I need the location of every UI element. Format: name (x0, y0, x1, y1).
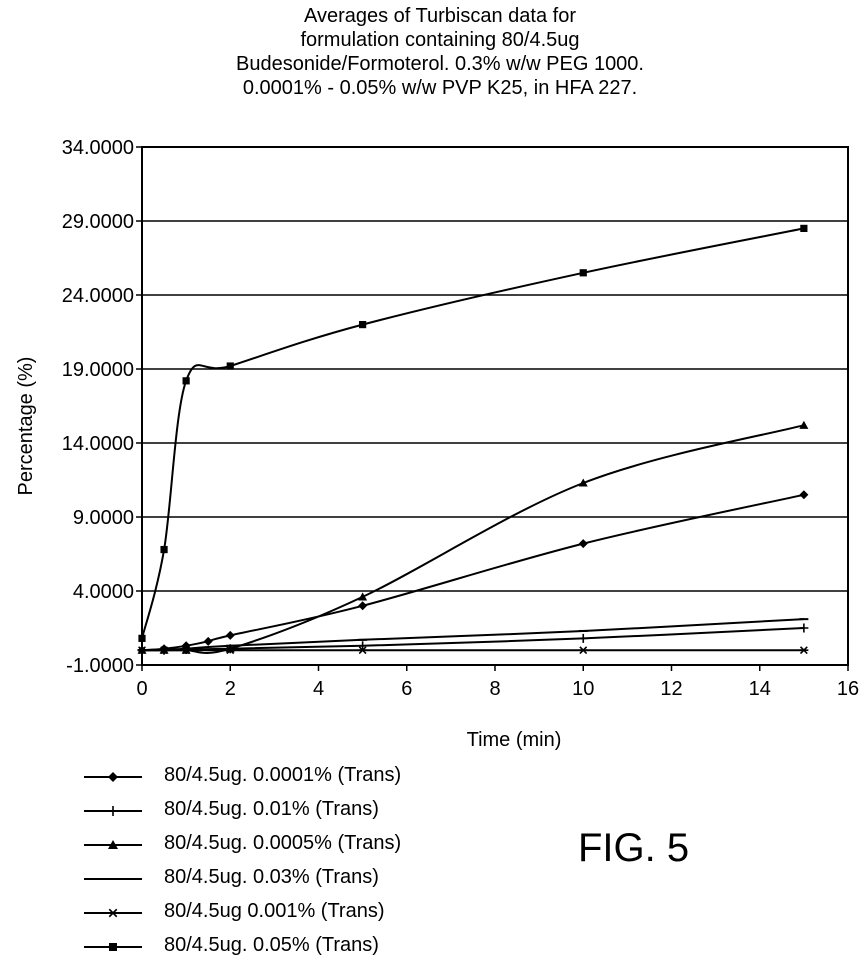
x-tick-label: 4 (313, 678, 324, 700)
legend: 80/4.5ug. 0.0001% (Trans) 80/4.5ug. 0.01%… (78, 760, 538, 964)
data-point (358, 592, 368, 601)
data-point (108, 806, 118, 816)
data-point (108, 908, 118, 918)
chart-title-line-3: Budesonide/Formoterol. 0.3% w/w PEG 1000… (236, 53, 644, 75)
data-point (160, 545, 168, 554)
y-tick-label: 4.0000 (73, 581, 134, 603)
x-tick-label: 12 (660, 678, 682, 700)
y-tick-label: 34.0000 (62, 137, 134, 159)
legend-label: 80/4.5ug. 0.05% (Trans) (164, 934, 379, 956)
axes-layer: -1.0000 4.0000 9.0000 14.0000 19.0000 24.0000… (62, 137, 859, 700)
data-point (181, 646, 191, 655)
x-tick-label: 2 (225, 678, 236, 700)
legend-marker (84, 943, 142, 951)
data-point (159, 646, 169, 655)
chart-title-line-2: formulation containing 80/4.5ug (300, 29, 580, 51)
legend-item: 80/4.5ug. 0.03% (Trans) (78, 862, 538, 896)
legend-item: 80/4.5ug. 0.05% (Trans) (78, 930, 538, 964)
legend-marker (84, 772, 142, 782)
x-tick-label: 6 (401, 678, 412, 700)
x-tick-label: 14 (749, 678, 771, 700)
data-point (578, 539, 588, 549)
data-point (358, 646, 368, 655)
y-axis-title: Percentage (%) (15, 357, 37, 496)
data-point (226, 362, 234, 370)
legend-label: 80/4.5ug 0.001% (Trans) (164, 900, 385, 922)
series-line (141, 424, 805, 655)
data-point (800, 224, 808, 232)
data-point (108, 772, 118, 782)
data-point (359, 321, 367, 329)
legend-label: 80/4.5ug. 0.0001% (Trans) (164, 764, 402, 786)
series-diamond (137, 490, 809, 655)
data-point (579, 269, 587, 277)
legend-label: 80/4.5ug. 0.01% (Trans) (164, 798, 379, 820)
legend-item: 80/4.5ug. 0.01% (Trans) (78, 794, 538, 828)
legend-item: 80/4.5ug. 0.0005% (Trans) (78, 828, 538, 862)
x-tick-label: 10 (572, 678, 594, 700)
series-layer (137, 224, 809, 655)
data-point (225, 630, 235, 640)
legend-marker (84, 908, 142, 918)
x-axis-title: Time (min) (467, 729, 562, 751)
y-tick-label: 24.0000 (62, 285, 134, 307)
plot-area-frame (141, 146, 849, 666)
y-tick-label: 9.0000 (73, 507, 134, 529)
y-tick-label: 29.0000 (62, 211, 134, 233)
data-point (182, 377, 190, 385)
x-tick-label: 0 (136, 678, 147, 700)
series-line (141, 627, 804, 652)
data-point (358, 641, 368, 651)
data-point (225, 646, 235, 655)
data-point (578, 478, 588, 487)
grid-layer (142, 146, 848, 666)
series-star (137, 646, 809, 655)
legend-marker (84, 840, 142, 849)
data-point (203, 636, 213, 646)
series-line (141, 493, 805, 652)
data-point (578, 646, 588, 655)
x-tick-label: 8 (489, 678, 500, 700)
data-point (799, 646, 809, 655)
legend-marker (84, 878, 142, 880)
series-line (141, 618, 804, 652)
chart-title-line-1: Averages of Turbiscan data for (303, 5, 576, 27)
legend-marker (84, 806, 142, 816)
series-square (138, 224, 808, 642)
y-tick-label: 14.0000 (62, 433, 134, 455)
data-point (138, 634, 146, 642)
y-tick-label: 19.0000 (62, 359, 134, 381)
legend-label: 80/4.5ug. 0.0005% (Trans) (164, 832, 402, 854)
figure-label: FIG. 5 (578, 826, 690, 870)
legend-item: 80/4.5ug. 0.0001% (Trans) (78, 760, 538, 794)
x-tick-label: 16 (837, 678, 859, 700)
data-point (358, 601, 368, 611)
data-point (109, 943, 117, 951)
data-point (799, 490, 809, 500)
legend-item: 80/4.5ug 0.001% (Trans) (78, 896, 538, 930)
data-point (799, 420, 809, 429)
chart-title: Averages of Turbiscan data for formulati… (130, 4, 750, 100)
y-tick-label: -1.0000 (66, 655, 134, 677)
data-point (137, 646, 147, 655)
series-line (141, 227, 805, 639)
series-triangle (137, 420, 809, 655)
data-point (799, 623, 809, 633)
legend-label: 80/4.5ug. 0.03% (Trans) (164, 866, 379, 888)
data-point (108, 840, 118, 849)
data-point (578, 633, 588, 643)
chart-title-line-4: 0.0001% - 0.05% w/w PVP K25, in HFA 227. (242, 77, 638, 99)
